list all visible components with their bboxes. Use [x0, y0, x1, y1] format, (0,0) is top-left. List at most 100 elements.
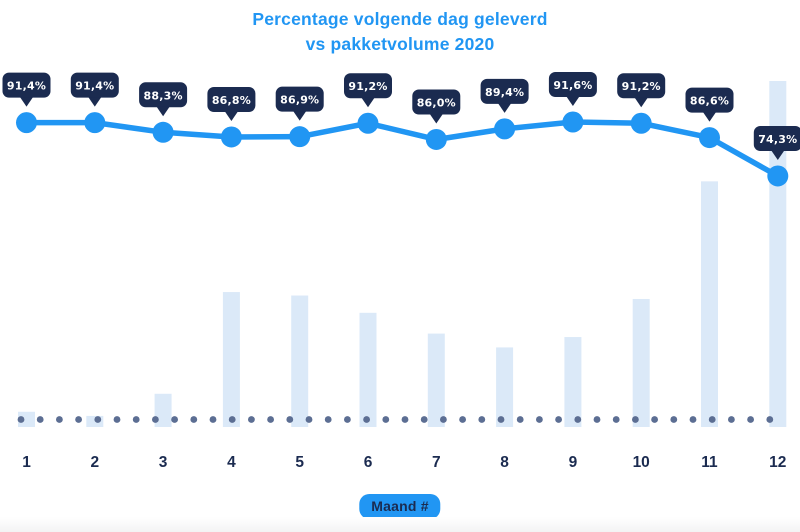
data-label-bubble: 86,9%: [275, 86, 324, 121]
data-point-marker: [699, 127, 720, 149]
volume-bar: [291, 295, 309, 427]
data-label-bubble: 89,4%: [480, 78, 529, 113]
baseline-dot: [286, 416, 294, 423]
x-axis-tick-label: 5: [295, 454, 304, 471]
baseline-dot: [747, 416, 754, 423]
baseline-dot: [593, 416, 601, 423]
baseline-dot: [555, 416, 562, 423]
bubble-pointer: [224, 111, 238, 121]
x-axis-tick-label: 8: [500, 454, 509, 471]
x-axis-tick-labels: 1 2 3 4 5 6 7 8 9 10 11 12: [22, 454, 786, 471]
bubble-label: 91,6%: [553, 79, 592, 92]
baseline-dot: [459, 416, 466, 423]
baseline-dot: [516, 416, 524, 423]
data-label-bubble: 86,0%: [412, 89, 461, 124]
data-label-bubble: 91,2%: [344, 73, 392, 108]
bubble-box: [275, 86, 324, 112]
bubble-label: 86,6%: [690, 95, 729, 108]
data-label-bubble: 91,6%: [548, 72, 597, 106]
baseline-dot: [152, 416, 159, 423]
data-label-bubble: 88,3%: [139, 82, 188, 117]
data-point-marker: [16, 112, 37, 134]
data-point-marker: [630, 112, 652, 134]
data-point-markers: [16, 111, 789, 187]
baseline-dot: [305, 416, 313, 423]
baseline-dot: [382, 416, 390, 423]
baseline-dot: [612, 416, 620, 423]
volume-bar: [154, 393, 172, 427]
baseline-dot: [190, 416, 198, 423]
bubble-pointer: [703, 112, 716, 122]
bubble-box: [753, 125, 800, 151]
bubble-pointer: [771, 150, 785, 160]
bubble-label: 91,4%: [75, 80, 114, 93]
volume-bar: [222, 292, 240, 427]
baseline-dot: [94, 416, 102, 423]
bubble-label: 91,2%: [622, 80, 661, 93]
volume-bar: [427, 333, 445, 427]
bubble-pointer: [498, 103, 512, 113]
x-axis-tick-label: 7: [432, 454, 441, 471]
volume-bar: [496, 347, 514, 427]
data-point-marker: [152, 121, 174, 143]
volume-bars: [18, 81, 787, 427]
bubble-box: [617, 73, 666, 99]
bubble-box: [344, 73, 392, 99]
bubble-label: 86,0%: [417, 96, 456, 109]
data-point-marker: [84, 112, 106, 134]
volume-bar: [18, 411, 35, 427]
bubble-box: [480, 78, 529, 104]
bubble-box: [685, 87, 734, 113]
data-label-bubbles: 91,4% 91,4% 88,3% 86,8% 86,9% 91,2% 86,0% 89,4%…: [2, 72, 800, 160]
bubble-box: [207, 86, 256, 112]
baseline-dot: [670, 416, 678, 423]
volume-bar: [632, 298, 650, 427]
x-axis-tick-label: 11: [701, 454, 718, 471]
baseline-dot: [132, 416, 140, 423]
x-axis-tick-label: 6: [364, 454, 373, 471]
x-axis-tick-label: 1: [22, 454, 31, 471]
x-axis-tick-label: 2: [90, 454, 99, 471]
baseline-dot: [344, 416, 351, 423]
x-axis-tick-label: 12: [769, 454, 786, 471]
volume-bar: [86, 415, 104, 427]
chart-title-line2: vs pakketvolume 2020: [305, 33, 495, 54]
baseline-dot: [56, 416, 63, 423]
baseline-dot: [651, 416, 658, 423]
volume-bar: [359, 312, 377, 427]
bubble-pointer: [20, 97, 33, 107]
bubble-pointer: [566, 96, 580, 106]
data-label-bubble: 91,4%: [70, 72, 119, 107]
data-point-marker: [494, 118, 516, 140]
bubble-pointer: [88, 97, 102, 107]
bubble-label: 86,9%: [280, 94, 319, 107]
data-label-bubble: 74,3%: [753, 125, 800, 160]
baseline-dot: [689, 416, 697, 423]
baseline-dot: [248, 416, 255, 423]
baseline-dot: [574, 416, 582, 423]
bubble-label: 88,3%: [144, 89, 183, 102]
bubble-box: [139, 82, 188, 108]
data-label-bubble: 91,2%: [617, 73, 666, 108]
baseline-dot: [324, 416, 332, 423]
baseline-dot: [728, 416, 735, 423]
bubble-pointer: [429, 113, 443, 124]
baseline-dot: [363, 416, 370, 423]
baseline-dot: [497, 416, 505, 423]
x-axis-tick-label: 9: [569, 454, 578, 471]
baseline-dot: [478, 416, 486, 423]
data-label-bubble: 86,8%: [207, 86, 256, 121]
x-axis-tick-label: 3: [159, 454, 168, 471]
baseline-dot: [766, 416, 774, 423]
bubble-label: 74,3%: [758, 133, 797, 146]
data-label-bubble: 86,6%: [685, 87, 734, 122]
volume-bar: [701, 181, 718, 427]
bubble-pointer: [634, 97, 648, 108]
baseline-dot: [440, 416, 447, 423]
chart-title: Percentage volgende dag geleverd vs pakk…: [0, 7, 800, 57]
bubble-pointer: [293, 111, 307, 121]
baseline-dot: [267, 416, 274, 423]
bubble-label: 91,4%: [7, 80, 46, 93]
